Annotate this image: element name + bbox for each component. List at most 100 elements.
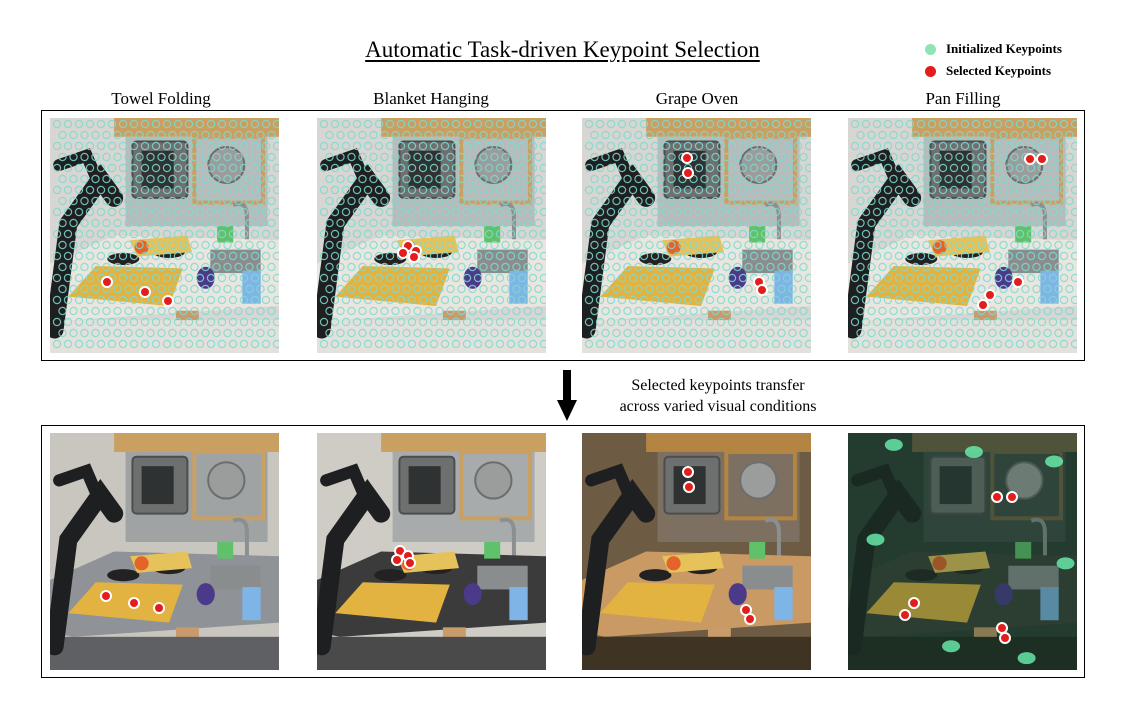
- initialized-keypoint: [146, 306, 155, 316]
- initialized-keypoint: [1032, 240, 1041, 250]
- sink: [742, 565, 793, 590]
- initialized-keypoint: [744, 262, 753, 272]
- initialized-keypoint: [1059, 207, 1069, 217]
- initialized-keypoint: [495, 119, 505, 129]
- initialized-keypoint: [988, 130, 997, 140]
- initialized-keypoint: [782, 163, 792, 173]
- initialized-keypoint: [358, 262, 367, 272]
- initialized-keypoint: [272, 163, 279, 173]
- initialized-keypoint: [347, 284, 356, 294]
- initialized-keypoint: [85, 273, 95, 283]
- initialized-keypoint: [380, 240, 389, 250]
- initialized-keypoint: [988, 152, 997, 162]
- initialized-keypoint: [672, 339, 682, 349]
- initialized-keypoint: [250, 163, 260, 173]
- initialized-keypoint: [168, 262, 177, 272]
- initialized-keypoint: [523, 218, 532, 228]
- initialized-keypoint: [385, 317, 395, 327]
- initialized-keypoint: [949, 163, 959, 173]
- initialized-keypoint: [341, 251, 351, 261]
- initialized-keypoint: [534, 328, 543, 338]
- initialized-keypoint: [457, 240, 466, 250]
- initialized-keypoint: [700, 284, 709, 294]
- initialized-keypoint: [960, 207, 970, 217]
- initialized-keypoint: [661, 207, 671, 217]
- initialized-keypoint: [484, 339, 494, 349]
- initialized-keypoint: [484, 273, 494, 283]
- initialized-keypoint: [151, 141, 161, 151]
- initialized-keypoint: [162, 229, 172, 239]
- initialized-keypoint: [479, 328, 488, 338]
- initialized-keypoint: [971, 163, 981, 173]
- initialized-keypoint: [528, 273, 538, 283]
- initialized-keypoint: [58, 174, 67, 184]
- robot-gripper: [851, 463, 900, 499]
- initialized-keypoint: [102, 262, 111, 272]
- initialized-keypoint: [534, 240, 543, 250]
- initialized-keypoint: [1048, 317, 1058, 327]
- initialized-keypoint: [872, 207, 882, 217]
- initialized-keypoint: [58, 262, 67, 272]
- task-label-pan-filling: Pan Filling: [925, 89, 1001, 108]
- initialized-keypoint: [977, 130, 986, 140]
- initialized-keypoint: [661, 339, 671, 349]
- initialized-keypoint: [1065, 130, 1074, 140]
- initialized-keypoint: [195, 339, 205, 349]
- initialized-keypoint: [52, 141, 62, 151]
- initialized-keypoint: [435, 174, 444, 184]
- initialized-keypoint: [358, 196, 367, 206]
- initialized-keypoint: [700, 262, 709, 272]
- initialized-keypoint: [239, 119, 249, 129]
- selected-keypoint: [162, 295, 174, 307]
- initialized-keypoint: [91, 240, 100, 250]
- initialized-keypoint: [856, 152, 865, 162]
- initialized-keypoint: [1021, 262, 1030, 272]
- initialized-keypoint: [711, 284, 720, 294]
- initialized-keypoint: [113, 152, 122, 162]
- initialized-keypoint: [512, 218, 521, 228]
- initialized-keypoint: [506, 207, 516, 217]
- initialized-keypoint: [590, 284, 599, 294]
- selected-keypoint: [128, 597, 140, 609]
- initialized-keypoint: [391, 284, 400, 294]
- initialized-keypoint: [325, 218, 334, 228]
- initialized-keypoint: [446, 262, 455, 272]
- initialized-keypoint: [1054, 130, 1063, 140]
- initialized-keypoint: [107, 339, 117, 349]
- initialized-keypoint: [1043, 174, 1052, 184]
- initialized-keypoint: [146, 240, 155, 250]
- initialized-keypoint: [118, 339, 128, 349]
- initialized-keypoint: [777, 284, 786, 294]
- initialized-keypoint: [512, 328, 521, 338]
- initialized-keypoint: [661, 141, 671, 151]
- initialized-keypoint: [113, 328, 122, 338]
- initialized-keypoint: [256, 130, 265, 140]
- initialized-keypoint: [206, 317, 216, 327]
- light-spot: [1017, 652, 1036, 665]
- initialized-keypoint: [135, 174, 144, 184]
- initialized-keypoint: [539, 163, 546, 173]
- initialized-keypoint: [85, 185, 95, 195]
- initialized-keypoint: [900, 196, 909, 206]
- initialized-keypoint: [711, 196, 720, 206]
- initialized-keypoint: [993, 295, 1003, 305]
- initialized-keypoint: [85, 229, 95, 239]
- initialized-keypoint: [722, 240, 731, 250]
- initialized-keypoint: [955, 328, 964, 338]
- initialized-keypoint: [184, 251, 194, 261]
- initialized-keypoint: [96, 229, 106, 239]
- initialized-keypoint: [468, 284, 477, 294]
- initialized-keypoint: [358, 152, 367, 162]
- initialized-keypoint: [982, 339, 992, 349]
- initialized-keypoint: [889, 174, 898, 184]
- initialized-keypoint: [782, 119, 792, 129]
- initialized-keypoint: [1043, 130, 1052, 140]
- initialized-keypoint: [190, 196, 199, 206]
- initialized-keypoint: [1070, 141, 1077, 151]
- initialized-keypoint: [195, 141, 205, 151]
- initialized-keypoint: [91, 174, 100, 184]
- initialized-keypoint: [473, 273, 483, 283]
- initialized-keypoint: [760, 339, 770, 349]
- initialized-keypoint: [363, 229, 373, 239]
- initialized-keypoint: [330, 163, 340, 173]
